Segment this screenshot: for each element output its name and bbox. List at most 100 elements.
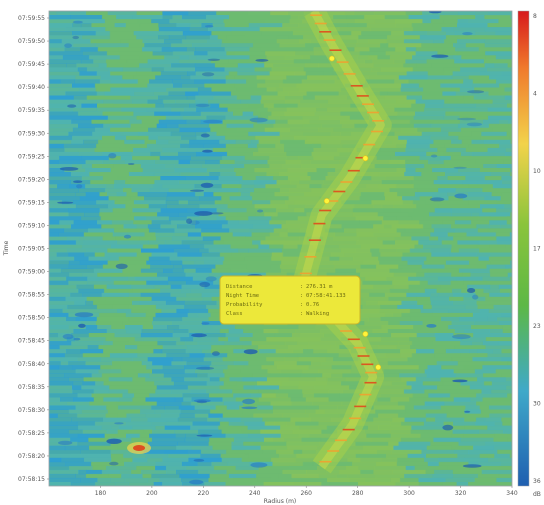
heatmap-cell — [437, 51, 457, 56]
heatmap-cell — [64, 47, 81, 52]
heatmap-cell — [457, 453, 481, 459]
heatmap-cell — [187, 232, 202, 237]
heatmap-cell — [381, 457, 398, 463]
heatmap-cell — [389, 55, 413, 60]
heatmap-cell — [49, 381, 74, 386]
heatmap-cell — [409, 397, 424, 402]
heatmap-cell — [49, 115, 81, 121]
clutter-blob — [467, 288, 476, 293]
heatmap-cell — [459, 119, 484, 125]
heatmap-cell — [209, 473, 230, 479]
heatmap-cell — [145, 413, 162, 418]
heatmap-cell — [360, 192, 385, 197]
heatmap-cell — [441, 365, 464, 370]
track-dash — [340, 330, 353, 332]
heatmap-cell — [146, 260, 171, 266]
heatmap-cell — [467, 143, 500, 149]
heatmap-cell — [175, 341, 186, 346]
heatmap-cell — [162, 345, 188, 350]
heatmap-cell — [476, 393, 508, 398]
heatmap-cell — [164, 449, 188, 455]
heatmap-cell — [49, 11, 58, 16]
heatmap-cell — [49, 176, 82, 181]
heatmap-cell — [96, 143, 127, 149]
heatmap-cell — [234, 168, 255, 173]
heatmap-cell — [178, 212, 200, 217]
heatmap-cell — [206, 168, 235, 173]
heatmap-cell — [463, 280, 487, 286]
heatmap-cell — [499, 321, 512, 326]
heatmap-cell — [501, 349, 511, 354]
heatmap-cell — [506, 220, 512, 225]
heatmap-cell — [436, 288, 453, 294]
heatmap-cell — [208, 248, 239, 253]
y-tick-label: 07:59:45 — [18, 61, 45, 68]
heatmap-cell — [49, 43, 74, 48]
heatmap-cell — [209, 123, 227, 129]
heatmap-cell — [279, 240, 306, 245]
heatmap-cell — [418, 240, 443, 245]
heatmap-cell — [390, 421, 402, 427]
heatmap-cell — [477, 473, 500, 479]
heatmap-cell — [351, 284, 374, 290]
heatmap-cell — [68, 429, 83, 435]
heatmap-cell — [69, 11, 87, 16]
heatmap-cell — [247, 11, 271, 16]
heatmap-cell — [362, 304, 381, 310]
heatmap-cell — [453, 421, 476, 427]
clutter-blob — [462, 31, 473, 36]
heatmap-cell — [103, 288, 120, 294]
heatmap-cell — [184, 377, 211, 382]
heatmap-cell — [261, 365, 278, 370]
heatmap-cell — [408, 284, 442, 290]
heatmap-cell — [128, 304, 157, 310]
heatmap-cell — [164, 31, 184, 36]
heatmap-cell — [49, 47, 66, 52]
heatmap-cell — [221, 184, 242, 189]
heatmap-cell — [394, 79, 409, 84]
heatmap-cell — [129, 196, 145, 201]
heatmap-cell — [276, 35, 290, 40]
heatmap-cell — [155, 232, 175, 237]
heatmap-cell — [385, 276, 395, 282]
heatmap-cell — [394, 482, 420, 486]
heatmap-cell — [485, 441, 512, 447]
heatmap-cell — [436, 361, 459, 366]
heatmap-cell — [227, 353, 244, 358]
heatmap-cell — [411, 369, 426, 374]
heatmap-cell — [248, 248, 283, 253]
heatmap-cell — [340, 111, 368, 117]
heatmap-cell — [327, 107, 341, 113]
heatmap-cell — [409, 119, 434, 125]
heatmap-cell — [488, 123, 510, 129]
heatmap-cell — [49, 292, 71, 298]
heatmap-cell — [185, 465, 215, 471]
heatmap-cell — [499, 83, 512, 88]
heatmap-cell — [163, 268, 173, 274]
heatmap-cell — [131, 425, 156, 431]
heatmap-cell — [294, 457, 314, 463]
heatmap-cell — [477, 180, 502, 185]
heatmap-cell — [447, 465, 471, 471]
heatmap-cell — [104, 95, 131, 100]
heatmap-cell — [172, 357, 183, 362]
heatmap-cell — [509, 284, 512, 290]
heatmap-cell — [240, 99, 261, 105]
heatmap-cell — [65, 27, 93, 32]
heatmap-cell — [332, 127, 363, 133]
heatmap-cell — [178, 159, 190, 165]
heatmap-cell — [505, 385, 512, 390]
heatmap-cell — [110, 477, 126, 483]
heatmap-cell — [141, 469, 167, 475]
heatmap-cell — [145, 377, 172, 382]
heatmap-cell — [279, 369, 303, 374]
heatmap-cell — [271, 457, 296, 463]
heatmap-cell — [145, 312, 156, 318]
heatmap-cell — [190, 75, 214, 80]
heatmap-cell — [288, 91, 308, 96]
heatmap-cell — [434, 208, 452, 213]
clutter-blob — [203, 119, 223, 124]
heatmap-cell — [260, 445, 288, 451]
heatmap-cell — [131, 473, 143, 479]
heatmap-cell — [70, 15, 103, 20]
